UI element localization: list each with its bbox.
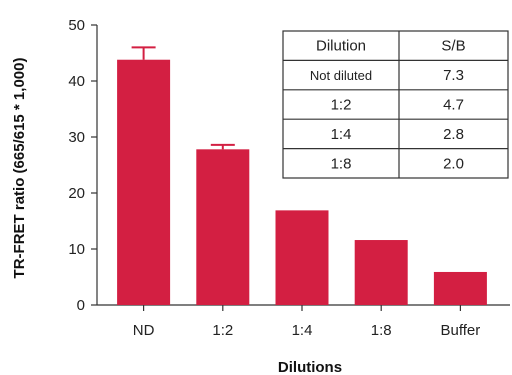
table-cell-dilution: Not diluted — [310, 68, 372, 83]
bar — [433, 271, 487, 305]
table-header-cell: S/B — [441, 38, 465, 55]
sb-table: Dilution S/B Not diluted 7.3 1:2 4.7 1:4 2.8 1:8… — [282, 30, 509, 179]
y-tick-label: 50 — [68, 17, 85, 34]
y-axis-title: TR-FRET ratio (665/615 * 1,000) — [11, 58, 28, 279]
x-tick-labels: ND 1:2 1:4 1:8 Buffer — [133, 322, 481, 339]
bars — [117, 59, 487, 305]
x-tick-label: 1:4 — [292, 322, 313, 339]
bar — [117, 59, 171, 305]
bar — [354, 240, 408, 305]
y-tick-label: 0 — [77, 297, 85, 314]
table-cell-sb: 2.0 — [443, 155, 464, 172]
x-tick-label: 1:2 — [212, 322, 233, 339]
table-cell-dilution: 1:2 — [331, 97, 352, 114]
table-frame — [282, 30, 509, 179]
bar — [275, 210, 329, 305]
table-cell-sb: 2.8 — [443, 126, 464, 143]
y-tick-labels: 0 10 20 30 40 50 — [68, 17, 85, 314]
x-tick-label: ND — [133, 322, 155, 339]
x-tick-label: 1:8 — [371, 322, 392, 339]
y-tick-label: 40 — [68, 73, 85, 90]
table-cell-dilution: 1:8 — [331, 155, 352, 172]
y-tick-label: 30 — [68, 129, 85, 146]
x-tick-label: Buffer — [441, 322, 481, 339]
y-tick-label: 20 — [68, 185, 85, 202]
table-header-cell: Dilution — [316, 38, 366, 55]
x-axis-title: Dilutions — [278, 359, 342, 375]
bar — [196, 149, 250, 305]
table-cell-dilution: 1:4 — [331, 126, 352, 143]
table-cell-sb: 7.3 — [443, 67, 464, 84]
y-tick-label: 10 — [68, 241, 85, 258]
error-bars — [131, 46, 235, 150]
table-cell-sb: 4.7 — [443, 97, 464, 114]
